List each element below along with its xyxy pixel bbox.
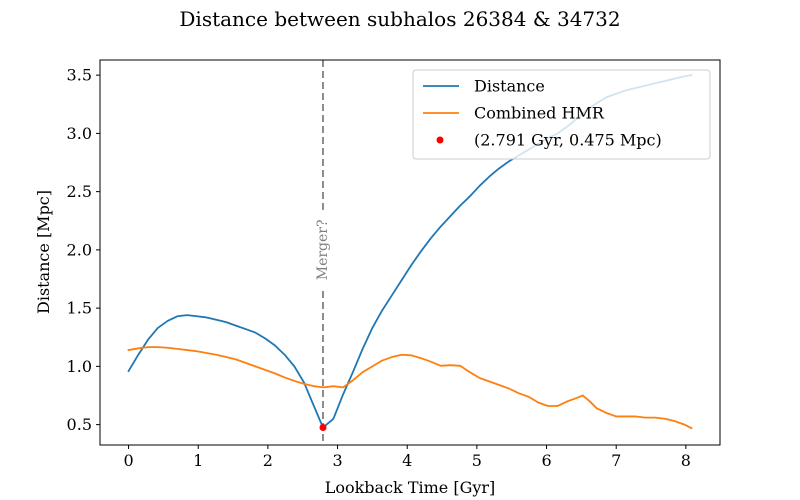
x-tick-label: 8 bbox=[681, 451, 691, 470]
legend-box bbox=[412, 69, 711, 160]
x-axis-label: Lookback Time [Gyr] bbox=[325, 478, 496, 497]
y-tick-label: 3.5 bbox=[67, 66, 92, 85]
plot-area: Merger? 0 1 2 3 4 5 6 7 8 0.5 1.0 1.5 2.0 2.5 3.0 3.5 Dis… bbox=[67, 59, 721, 470]
x-tick-label: 7 bbox=[611, 451, 621, 470]
y-tick-label: 2.0 bbox=[67, 240, 92, 259]
x-tick-label: 3 bbox=[332, 451, 342, 470]
x-tick-label: 0 bbox=[123, 451, 133, 470]
x-tick-label: 4 bbox=[402, 451, 412, 470]
y-tick-label: 1.5 bbox=[67, 299, 92, 318]
x-tick-label: 6 bbox=[541, 451, 551, 470]
legend-marker bbox=[436, 136, 444, 144]
legend-label: Combined HMR bbox=[474, 104, 605, 123]
legend-label: (2.791 Gyr, 0.475 Mpc) bbox=[474, 131, 662, 150]
y-tick-label: 2.5 bbox=[67, 182, 92, 201]
y-tick-label: 3.0 bbox=[67, 124, 92, 143]
merger-point bbox=[319, 424, 327, 432]
y-tick-label: 1.0 bbox=[67, 357, 92, 376]
axes-frame bbox=[99, 59, 721, 446]
legend-label: Distance bbox=[474, 77, 545, 96]
x-tick-label: 1 bbox=[193, 451, 203, 470]
merger-label-bg bbox=[313, 209, 332, 290]
merger-label: Merger? bbox=[315, 219, 331, 280]
y-tick-label: 0.5 bbox=[67, 415, 92, 434]
x-tick-label: 5 bbox=[472, 451, 482, 470]
series-line-combined-hmr bbox=[127, 346, 693, 430]
chart-title: Distance between subhalos 26384 & 34732 bbox=[179, 7, 620, 31]
legend: Distance Combined HMR (2.791 Gyr, 0.475 Mp… bbox=[412, 69, 711, 160]
y-axis-label: Distance [Mpc] bbox=[34, 190, 53, 314]
x-tick-label: 2 bbox=[263, 451, 273, 470]
